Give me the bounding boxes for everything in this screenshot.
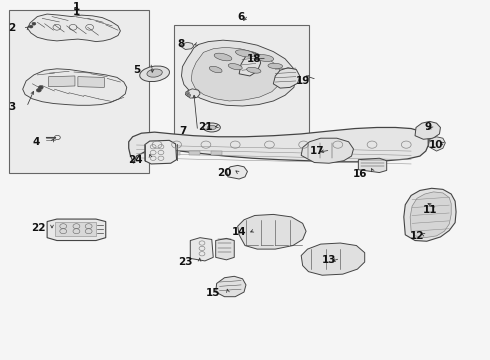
Ellipse shape [228,63,242,70]
Text: 19: 19 [295,76,310,86]
Text: 8: 8 [178,39,185,49]
Polygon shape [404,188,456,241]
Ellipse shape [147,69,162,77]
Ellipse shape [268,63,283,69]
Text: 6: 6 [238,12,245,22]
Text: 7: 7 [179,126,186,136]
Ellipse shape [207,125,216,130]
Text: 3: 3 [8,102,15,112]
Polygon shape [301,243,365,275]
Ellipse shape [255,55,274,62]
Polygon shape [180,42,194,49]
Text: 21: 21 [197,122,212,132]
Bar [9,10,149,173]
Text: 23: 23 [178,257,193,267]
Polygon shape [273,68,300,88]
Circle shape [38,86,43,89]
Text: 20: 20 [217,167,232,177]
Circle shape [187,94,191,97]
Text: 22: 22 [31,222,46,233]
Text: 1: 1 [73,2,80,12]
Text: 10: 10 [429,140,444,150]
Polygon shape [216,238,234,260]
Ellipse shape [140,66,170,82]
Polygon shape [181,40,296,106]
Polygon shape [191,47,282,101]
Polygon shape [415,121,441,139]
Text: 24: 24 [128,155,143,165]
Polygon shape [358,158,387,172]
Polygon shape [301,138,353,163]
Ellipse shape [214,53,232,61]
Polygon shape [226,165,247,179]
Polygon shape [23,69,127,105]
Text: 15: 15 [206,288,220,298]
Ellipse shape [203,123,220,132]
Polygon shape [239,52,261,76]
Polygon shape [185,89,200,98]
Polygon shape [238,215,306,249]
Polygon shape [129,127,428,163]
Text: 4: 4 [32,137,40,147]
Ellipse shape [236,50,254,57]
Circle shape [185,91,189,94]
Text: 5: 5 [133,64,140,75]
Text: 9: 9 [425,122,432,132]
Ellipse shape [246,67,261,73]
Text: 11: 11 [422,205,437,215]
Text: 1: 1 [73,7,80,17]
Polygon shape [152,151,163,156]
Polygon shape [189,151,199,156]
Polygon shape [190,238,213,261]
Bar [174,25,309,145]
Polygon shape [216,276,246,297]
Polygon shape [145,140,176,164]
Polygon shape [428,137,445,151]
Circle shape [36,89,41,92]
Polygon shape [27,14,121,42]
Text: 17: 17 [310,146,325,156]
Polygon shape [78,77,104,87]
Ellipse shape [209,66,222,73]
Circle shape [32,22,36,25]
Polygon shape [55,221,96,236]
Text: 18: 18 [246,54,261,64]
Text: 14: 14 [232,227,246,237]
Text: 16: 16 [353,169,367,179]
Polygon shape [47,219,106,240]
Text: 13: 13 [322,255,336,265]
Polygon shape [49,76,75,87]
Polygon shape [211,151,221,156]
Polygon shape [410,192,451,238]
Polygon shape [169,151,180,156]
Circle shape [29,25,33,28]
Text: 12: 12 [410,231,424,241]
Text: 2: 2 [8,23,15,33]
